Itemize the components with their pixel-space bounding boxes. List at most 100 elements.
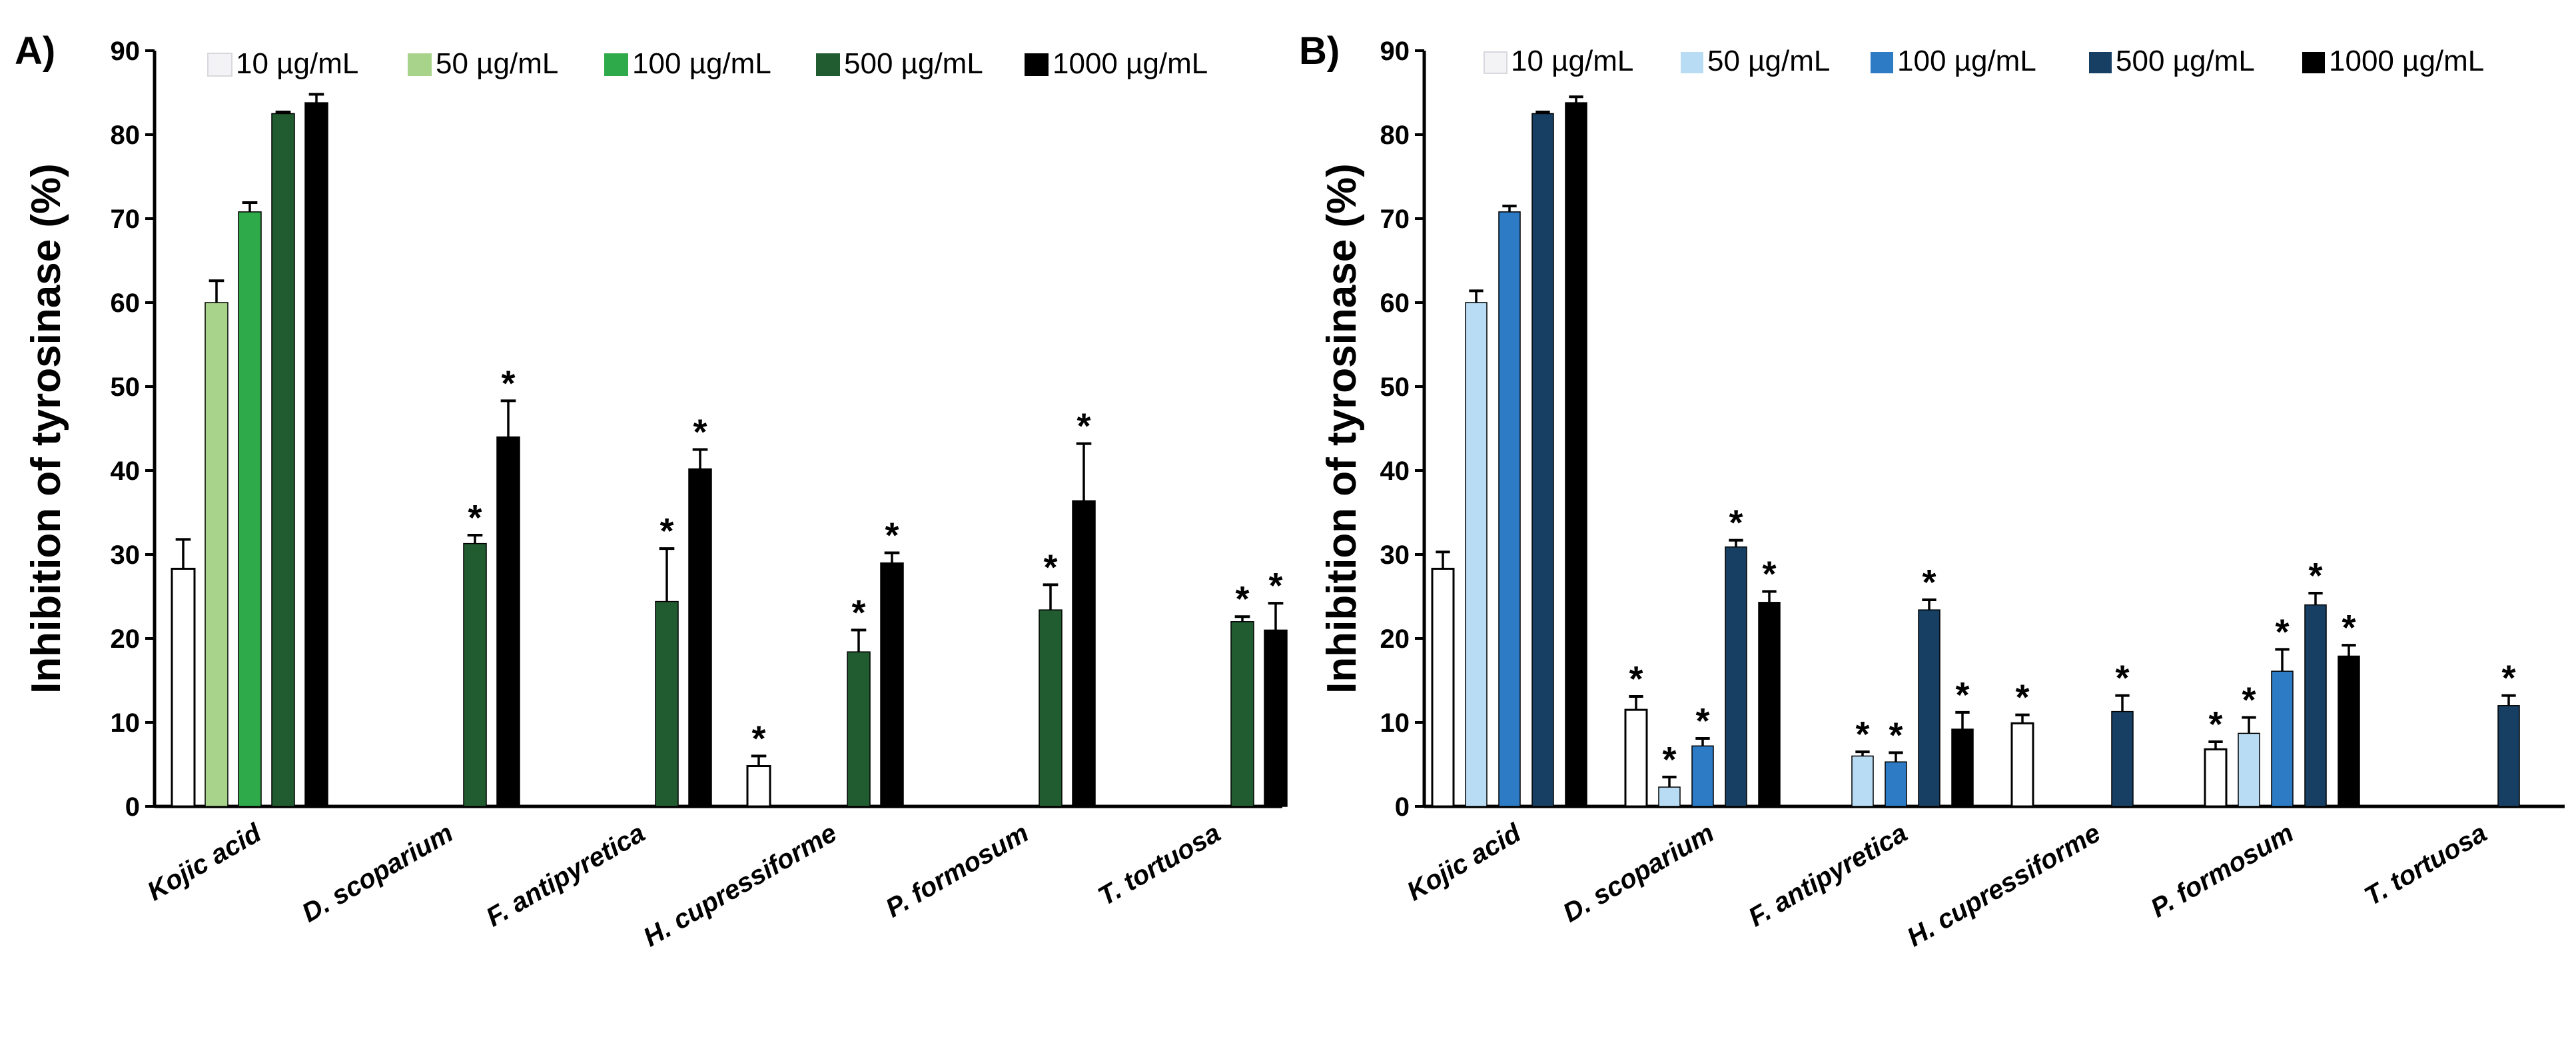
significance-star: * [1889, 715, 1903, 755]
significance-star: * [1855, 714, 1869, 754]
significance-star: * [659, 511, 673, 551]
y-tick-label: 50 [1380, 373, 1410, 402]
significance-star: * [751, 718, 765, 758]
bar [746, 765, 771, 808]
category-label: H. cupressiforme [1902, 818, 2105, 952]
category-label: T. tortuosa [1093, 818, 1225, 912]
y-axis-label: Inhibition of tyrosinase (%) [23, 163, 69, 694]
significance-star: * [1762, 554, 1776, 594]
y-tick-label: 80 [111, 121, 141, 150]
category-label: Kojic acid [143, 818, 267, 906]
bar [1725, 546, 1747, 807]
bar [1465, 302, 1488, 807]
bar [847, 651, 871, 807]
legend-label: 100 µg/mL [1897, 45, 2036, 77]
bar [2304, 604, 2327, 807]
legend-label: 500 µg/mL [2116, 45, 2255, 77]
bar [238, 211, 262, 807]
y-tick-label: 10 [111, 708, 141, 738]
significance-star: * [1268, 566, 1282, 606]
legend-swatch [1025, 53, 1049, 76]
category-label: D. scoparium [297, 818, 458, 928]
bar [2111, 710, 2134, 807]
legend-label: 100 µg/mL [632, 47, 771, 80]
bar [1624, 708, 1648, 808]
category-label: F. antipyretica [481, 818, 649, 932]
y-tick-label: 60 [111, 289, 141, 318]
bar [1918, 609, 1940, 807]
bar [463, 542, 487, 807]
y-tick-label: 0 [125, 792, 140, 822]
y-tick-label: 50 [111, 373, 141, 402]
category-label: Kojic acid [1402, 818, 1527, 906]
significance-star: * [2115, 658, 2129, 698]
bar [1431, 567, 1455, 808]
y-tick-label: 0 [1395, 792, 1410, 822]
panel-b: B) Inhibition of tyrosinase (%) 0 10 20 30 40 5… [1299, 29, 2565, 952]
bar [688, 468, 712, 807]
legend-swatch [2089, 52, 2112, 73]
y-axis-label: Inhibition of tyrosinase (%) [1319, 163, 1365, 694]
significance-star: * [2308, 556, 2322, 596]
significance-star: * [851, 592, 865, 632]
legend-swatch [816, 53, 840, 76]
panel-a: A) Inhibition of tyrosinase (%) 0 10 20 30 40 5… [15, 29, 1288, 952]
category-label: P. formosum [2146, 818, 2298, 924]
significance-star: * [1729, 503, 1743, 543]
significance-star: * [2501, 658, 2515, 698]
bar [1691, 745, 1714, 807]
bar [1885, 761, 1907, 807]
y-tick-label: 10 [1380, 708, 1410, 738]
significance-star: * [885, 515, 899, 555]
legend-label: 10 µg/mL [1511, 45, 1633, 77]
legend-label: 50 µg/mL [436, 47, 558, 80]
bar [1264, 629, 1288, 807]
bar [1531, 113, 1554, 807]
y-tick-label: 30 [111, 540, 141, 570]
category-label: H. cupressiforme [638, 818, 841, 952]
bar [1851, 755, 1874, 807]
bar [1951, 728, 1974, 807]
y-tick-label: 40 [1380, 457, 1410, 486]
bar [496, 436, 520, 807]
legend-swatch [207, 53, 232, 77]
bar [1758, 602, 1781, 807]
legend-label: 10 µg/mL [236, 47, 358, 80]
legend-swatch [1484, 51, 1507, 74]
y-tick-label: 60 [1380, 289, 1410, 318]
significance-star: * [1043, 547, 1057, 587]
significance-star: * [1662, 740, 1676, 780]
y-tick-label: 20 [111, 624, 141, 654]
y-tick-label: 70 [111, 205, 141, 234]
bar [2238, 732, 2260, 807]
y-tick-label: 20 [1380, 624, 1410, 654]
legend-swatch [1681, 52, 1703, 73]
bar [1498, 211, 1521, 807]
significance-star: * [1235, 579, 1249, 619]
y-tick-label: 40 [111, 457, 141, 486]
legend-label: 1000 µg/mL [1053, 47, 1208, 80]
bar [1565, 102, 1587, 807]
bar [2338, 655, 2360, 807]
bar [271, 113, 295, 807]
bar [1039, 609, 1063, 807]
y-tick-label: 30 [1380, 540, 1410, 570]
significance-star: * [1922, 562, 1936, 602]
category-label: P. formosum [881, 818, 1033, 924]
category-label: D. scoparium [1558, 818, 1719, 928]
panel-label: A) [15, 29, 55, 73]
bar [2497, 705, 2520, 807]
significance-star: * [693, 413, 707, 453]
category-label: T. tortuosa [2360, 818, 2491, 912]
bar [1230, 621, 1254, 807]
significance-star: * [1695, 701, 1709, 741]
bar [2010, 722, 2034, 808]
panel-label: B) [1299, 29, 1340, 73]
bar [171, 567, 196, 808]
bar [655, 600, 679, 807]
significance-star: * [2342, 608, 2356, 648]
category-label: F. antipyretica [1743, 818, 1912, 932]
bar [880, 562, 904, 807]
significance-star: * [501, 363, 515, 403]
